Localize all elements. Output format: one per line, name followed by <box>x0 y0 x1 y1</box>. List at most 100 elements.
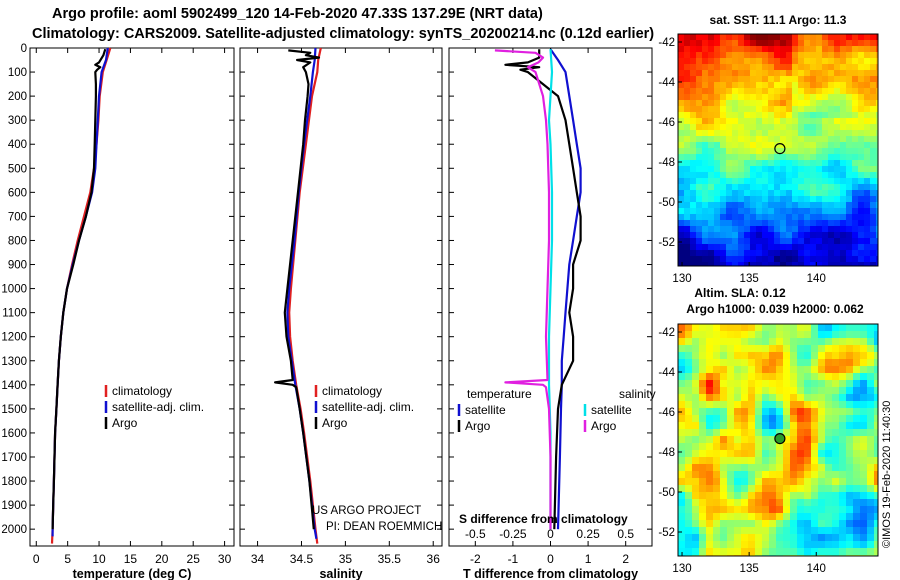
map-cell <box>816 34 822 40</box>
map-cell <box>756 238 762 244</box>
map-cell <box>699 345 706 352</box>
map-cell <box>768 52 774 58</box>
map-cell <box>720 534 727 541</box>
map-cell <box>720 401 727 408</box>
map-cell <box>774 76 780 82</box>
map-cell <box>750 88 756 94</box>
map-cell <box>744 178 750 184</box>
map-cell <box>804 82 810 88</box>
map-cell <box>790 485 797 492</box>
map-cell <box>769 506 776 513</box>
map-cell <box>678 401 685 408</box>
map-cell <box>870 166 876 172</box>
map-cell <box>706 401 713 408</box>
map-cell <box>822 52 828 58</box>
map-cell <box>750 118 756 124</box>
map-cell <box>846 226 852 232</box>
map-cell <box>786 58 792 64</box>
map-cell <box>864 46 870 52</box>
map-cell <box>811 450 818 457</box>
map-cell <box>828 130 834 136</box>
map-cell <box>811 387 818 394</box>
map-cell <box>768 82 774 88</box>
map-cell <box>818 506 825 513</box>
map-cell <box>708 124 714 130</box>
map-cell <box>756 202 762 208</box>
map-cell <box>714 196 720 202</box>
map-cell <box>783 471 790 478</box>
map-cell <box>780 46 786 52</box>
map-cell <box>846 394 853 401</box>
map-cell <box>825 415 832 422</box>
map-cell <box>811 541 818 548</box>
map-cell <box>696 160 702 166</box>
map-cell <box>825 464 832 471</box>
map-cell <box>825 520 832 527</box>
map-cell <box>839 527 846 534</box>
map-cell <box>798 196 804 202</box>
map-cell <box>816 148 822 154</box>
map-cell <box>744 130 750 136</box>
map-cell <box>708 82 714 88</box>
map-cell <box>870 184 876 190</box>
map-cell <box>684 76 690 82</box>
map-cell <box>713 380 720 387</box>
map-cell <box>870 40 876 46</box>
map-cell <box>864 178 870 184</box>
map-cell <box>810 64 816 70</box>
map-cell <box>839 359 846 366</box>
map-cell <box>678 94 684 100</box>
map-cell <box>744 136 750 142</box>
map-cell <box>798 220 804 226</box>
map-cell <box>860 492 867 499</box>
map-cell <box>858 52 864 58</box>
x-tick-label-salinity: 0.25 <box>576 527 600 541</box>
map-cell <box>741 422 748 429</box>
map-cell <box>818 345 825 352</box>
map-cell <box>720 136 726 142</box>
map-cell <box>741 443 748 450</box>
map-cell <box>804 76 810 82</box>
map-cell <box>840 160 846 166</box>
map-cell <box>713 506 720 513</box>
map-cell <box>810 160 816 166</box>
map-cell <box>786 166 792 172</box>
map-cell <box>780 214 786 220</box>
map-cell <box>762 548 769 555</box>
map-cell <box>822 94 828 100</box>
map-cell <box>858 184 864 190</box>
map-cell <box>852 214 858 220</box>
map-cell <box>720 359 727 366</box>
map-cell <box>792 148 798 154</box>
map-cell <box>690 148 696 154</box>
map-cell <box>774 256 780 262</box>
map-cell <box>699 485 706 492</box>
map-cell <box>727 534 734 541</box>
map-cell <box>780 100 786 106</box>
map-cell <box>853 492 860 499</box>
map-cell <box>810 82 816 88</box>
map-cell <box>678 471 685 478</box>
map-cell <box>692 331 699 338</box>
map-cell <box>798 226 804 232</box>
map-cell <box>834 220 840 226</box>
map-cell <box>864 142 870 148</box>
map-cell <box>816 94 822 100</box>
map-cell <box>769 534 776 541</box>
map-cell <box>774 136 780 142</box>
map-cell <box>853 527 860 534</box>
map-cell <box>720 492 727 499</box>
legend-title-temperature: temperature <box>467 387 532 401</box>
map-cell <box>706 387 713 394</box>
map-cell <box>870 34 876 40</box>
map-cell <box>732 208 738 214</box>
map-cell <box>846 142 852 148</box>
legend-title-salinity: salinity <box>619 387 656 401</box>
map-cell <box>685 345 692 352</box>
map-cell <box>860 380 867 387</box>
map-cell <box>846 82 852 88</box>
map-cell <box>696 70 702 76</box>
y-tick-label: 1000 <box>1 284 27 296</box>
map-cell <box>825 324 832 331</box>
map-cell <box>762 541 769 548</box>
